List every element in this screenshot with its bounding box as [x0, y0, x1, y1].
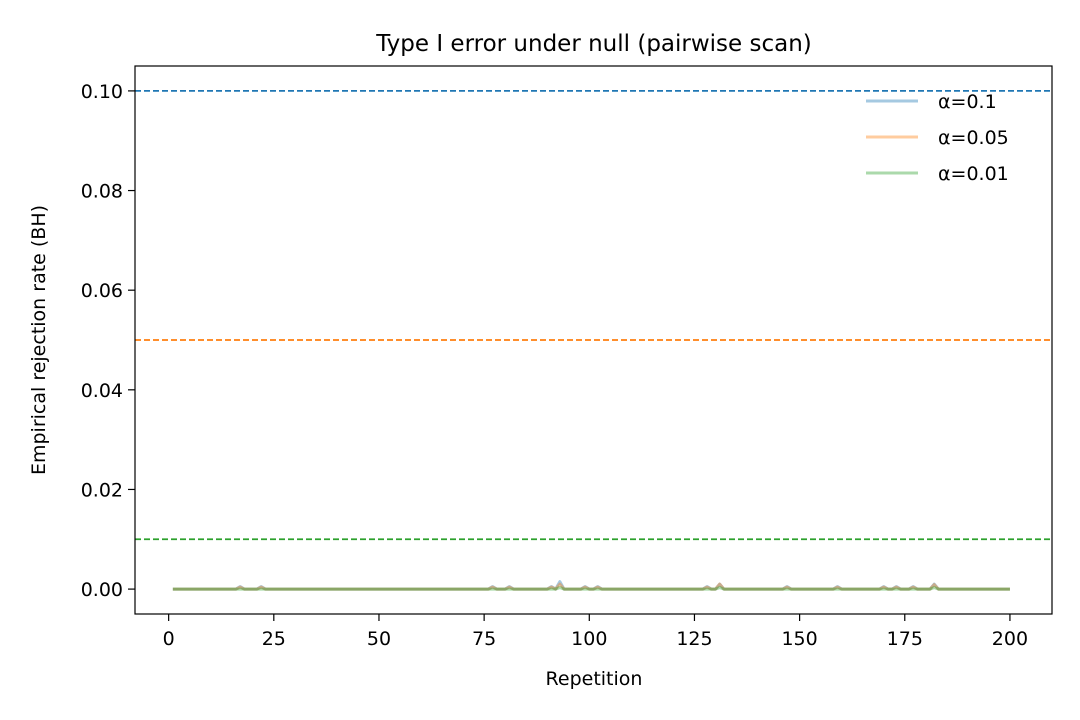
- x-tick-label: 50: [367, 628, 391, 650]
- y-tick-label: 0.10: [81, 81, 123, 103]
- x-tick-label: 0: [163, 628, 175, 650]
- x-tick-label: 75: [472, 628, 496, 650]
- x-tick-label: 175: [887, 628, 923, 650]
- x-tick-label: 100: [571, 628, 607, 650]
- plot-frame: [134, 65, 1053, 615]
- y-tick-label: 0.06: [81, 280, 123, 302]
- x-axis-label: Repetition: [546, 668, 643, 690]
- series-line-2: [172, 586, 1010, 591]
- series-line-0: [172, 580, 1010, 591]
- chart-title: Type I error under null (pairwise scan): [375, 31, 812, 57]
- legend-label-2: α=0.01: [938, 163, 1009, 185]
- x-tick-label: 125: [676, 628, 712, 650]
- legend-label-0: α=0.1: [938, 91, 997, 113]
- y-tick-label: 0.02: [81, 479, 123, 501]
- plot-lines: [172, 580, 1010, 591]
- x-tick-label: 200: [992, 628, 1028, 650]
- y-tick-label: 0.04: [81, 380, 123, 402]
- x-tick-label: 150: [781, 628, 817, 650]
- y-tick-label: 0.00: [81, 579, 123, 601]
- legend: α=0.1 α=0.05 α=0.01: [866, 91, 1009, 185]
- x-tick-label: 25: [262, 628, 286, 650]
- series-line-1: [172, 582, 1010, 591]
- x-axis: 0 25 50 75 100 125 150 175 200: [163, 614, 1028, 650]
- threshold-lines: [135, 90, 1052, 541]
- y-axis-label: Empirical rejection rate (BH): [28, 205, 50, 475]
- y-axis: 0.00 0.02 0.04 0.06 0.08 0.10: [81, 81, 135, 601]
- legend-label-1: α=0.05: [938, 127, 1009, 149]
- y-tick-label: 0.08: [81, 181, 123, 203]
